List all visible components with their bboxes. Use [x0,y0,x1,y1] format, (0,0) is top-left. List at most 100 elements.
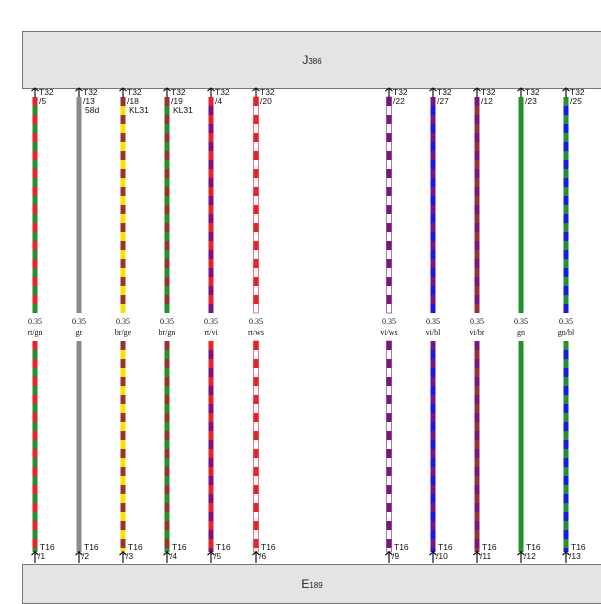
wire-5-color-code: rt/vi [204,328,218,337]
wire-9-bottom-pin: /11 [480,551,491,561]
wire-10-gauge: 0.35 [514,317,528,326]
wire-11-top-pin: /25 [570,96,582,106]
wire-9-gauge: 0.35 [470,317,484,326]
wire-4-lower-segment [164,341,170,552]
wire-6-bottom-connector: T16 [261,542,276,552]
wire-4-top-pin: /19 [171,96,183,106]
wire-7-lower-segment [386,340,392,553]
wire-1-bottom-pin: /1 [38,551,45,561]
wire-8-top-pin-arrow [429,87,437,92]
wire-6-gauge: 0.35 [249,317,263,326]
wire-10-upper-segment [518,97,524,313]
wire-10-bottom-pin-arrow [517,551,525,556]
wire-2-bottom-connector: T16 [84,542,99,552]
wire-6-top-pin: /20 [260,96,272,106]
wire-1-top-connector: T32 [39,87,54,97]
wire-1-gauge: 0.35 [28,317,42,326]
wire-2-color-code: gr [76,328,83,337]
wire-5-top-connector: T32 [215,87,230,97]
wire-6-top-connector: T32 [260,87,275,97]
wire-10-top-pin: /23 [525,96,537,106]
wire-11-color-code: gn/bl [558,328,575,337]
wire-7-top-pin-arrow [385,87,393,92]
wire-2-upper-segment [76,97,82,313]
wire-4-bottom-pin: /4 [170,551,177,561]
wire-11-upper-segment [563,97,569,313]
wire-11-gauge: 0.35 [559,317,573,326]
wire-2-bottom-pin-arrow [75,551,83,556]
wire-3-top-pin-arrow [119,87,127,92]
wire-3-gauge: 0.35 [116,317,130,326]
wire-11-bottom-connector: T16 [571,542,586,552]
wire-2-top-pin: /13 [83,96,95,106]
wire-6-bottom-pin-arrow [252,551,260,556]
wire-4-top-pin-arrow [163,87,171,92]
wire-5-lower-segment [208,341,214,552]
wire-10-top-pin-arrow [517,87,525,92]
wire-1-bottom-pin-arrow [31,551,39,556]
wire-3-upper-segment [120,97,126,313]
wire-7-bottom-connector: T16 [394,542,409,552]
wire-6-upper-segment [253,96,259,314]
wire-10-bottom-connector: T16 [526,542,541,552]
component-j386: J386 [22,31,601,89]
wire-8-lower-segment [430,341,436,552]
wire-8-bottom-pin: /10 [436,551,448,561]
wire-2-top-pin-arrow [75,87,83,92]
wire-11-top-connector: T32 [570,87,585,97]
wire-1-color-code: rt/gn [27,328,42,337]
wire-3-lower-segment [120,341,126,552]
wire-5-bottom-pin-arrow [207,551,215,556]
component-e189-label: E189 [301,577,323,591]
wire-9-top-connector: T32 [481,87,496,97]
wire-1-top-pin: /5 [39,96,46,106]
wire-11-lower-segment [563,341,569,552]
wire-4-top-connector: T32 [171,87,186,97]
wire-4-gauge: 0.35 [160,317,174,326]
wire-10-color-code: gn [517,328,525,337]
wire-4-upper-segment [164,97,170,313]
wire-3-top-function: KL31 [129,105,149,115]
wire-7-color-code: vi/ws [380,328,397,337]
wire-8-top-connector: T32 [437,87,452,97]
wire-8-color-code: vi/bl [426,328,441,337]
wire-8-gauge: 0.35 [426,317,440,326]
wire-1-upper-segment [32,97,38,313]
wire-11-bottom-pin-arrow [562,551,570,556]
wire-8-top-pin: /27 [437,96,449,106]
wire-9-upper-segment [474,97,480,313]
wire-5-upper-segment [208,97,214,313]
wire-5-bottom-connector: T16 [216,542,231,552]
wire-9-bottom-pin-arrow [473,551,481,556]
wire-7-bottom-pin-arrow [385,551,393,556]
wire-6-lower-segment [253,340,259,553]
wire-3-bottom-pin: /3 [126,551,133,561]
wire-8-bottom-connector: T16 [438,542,453,552]
wire-3-color-code: br/ge [115,328,132,337]
wire-2-bottom-pin: /2 [82,551,89,561]
wire-4-top-function: KL31 [173,105,193,115]
wire-2-top-connector: T32 [83,87,98,97]
wire-5-top-pin-arrow [207,87,215,92]
wire-6-bottom-pin: /6 [259,551,266,561]
wire-3-bottom-pin-arrow [119,551,127,556]
wire-10-top-connector: T32 [525,87,540,97]
wire-2-top-function: 58d [85,105,99,115]
wire-3-top-connector: T32 [127,87,142,97]
wire-3-bottom-connector: T16 [128,542,143,552]
wire-11-bottom-pin: /13 [569,551,581,561]
wire-7-top-connector: T32 [393,87,408,97]
wire-4-bottom-connector: T16 [172,542,187,552]
wire-7-gauge: 0.35 [382,317,396,326]
wire-9-color-code: vi/br [469,328,484,337]
wire-7-upper-segment [386,96,392,314]
wire-7-top-pin: /22 [393,96,405,106]
wire-2-lower-segment [76,341,82,552]
wire-5-bottom-pin: /5 [214,551,221,561]
wire-1-bottom-connector: T16 [40,542,55,552]
component-j386-label: J386 [302,53,322,67]
wire-6-color-code: rt/ws [248,328,264,337]
wire-9-top-pin: /12 [481,96,493,106]
wire-9-top-pin-arrow [473,87,481,92]
